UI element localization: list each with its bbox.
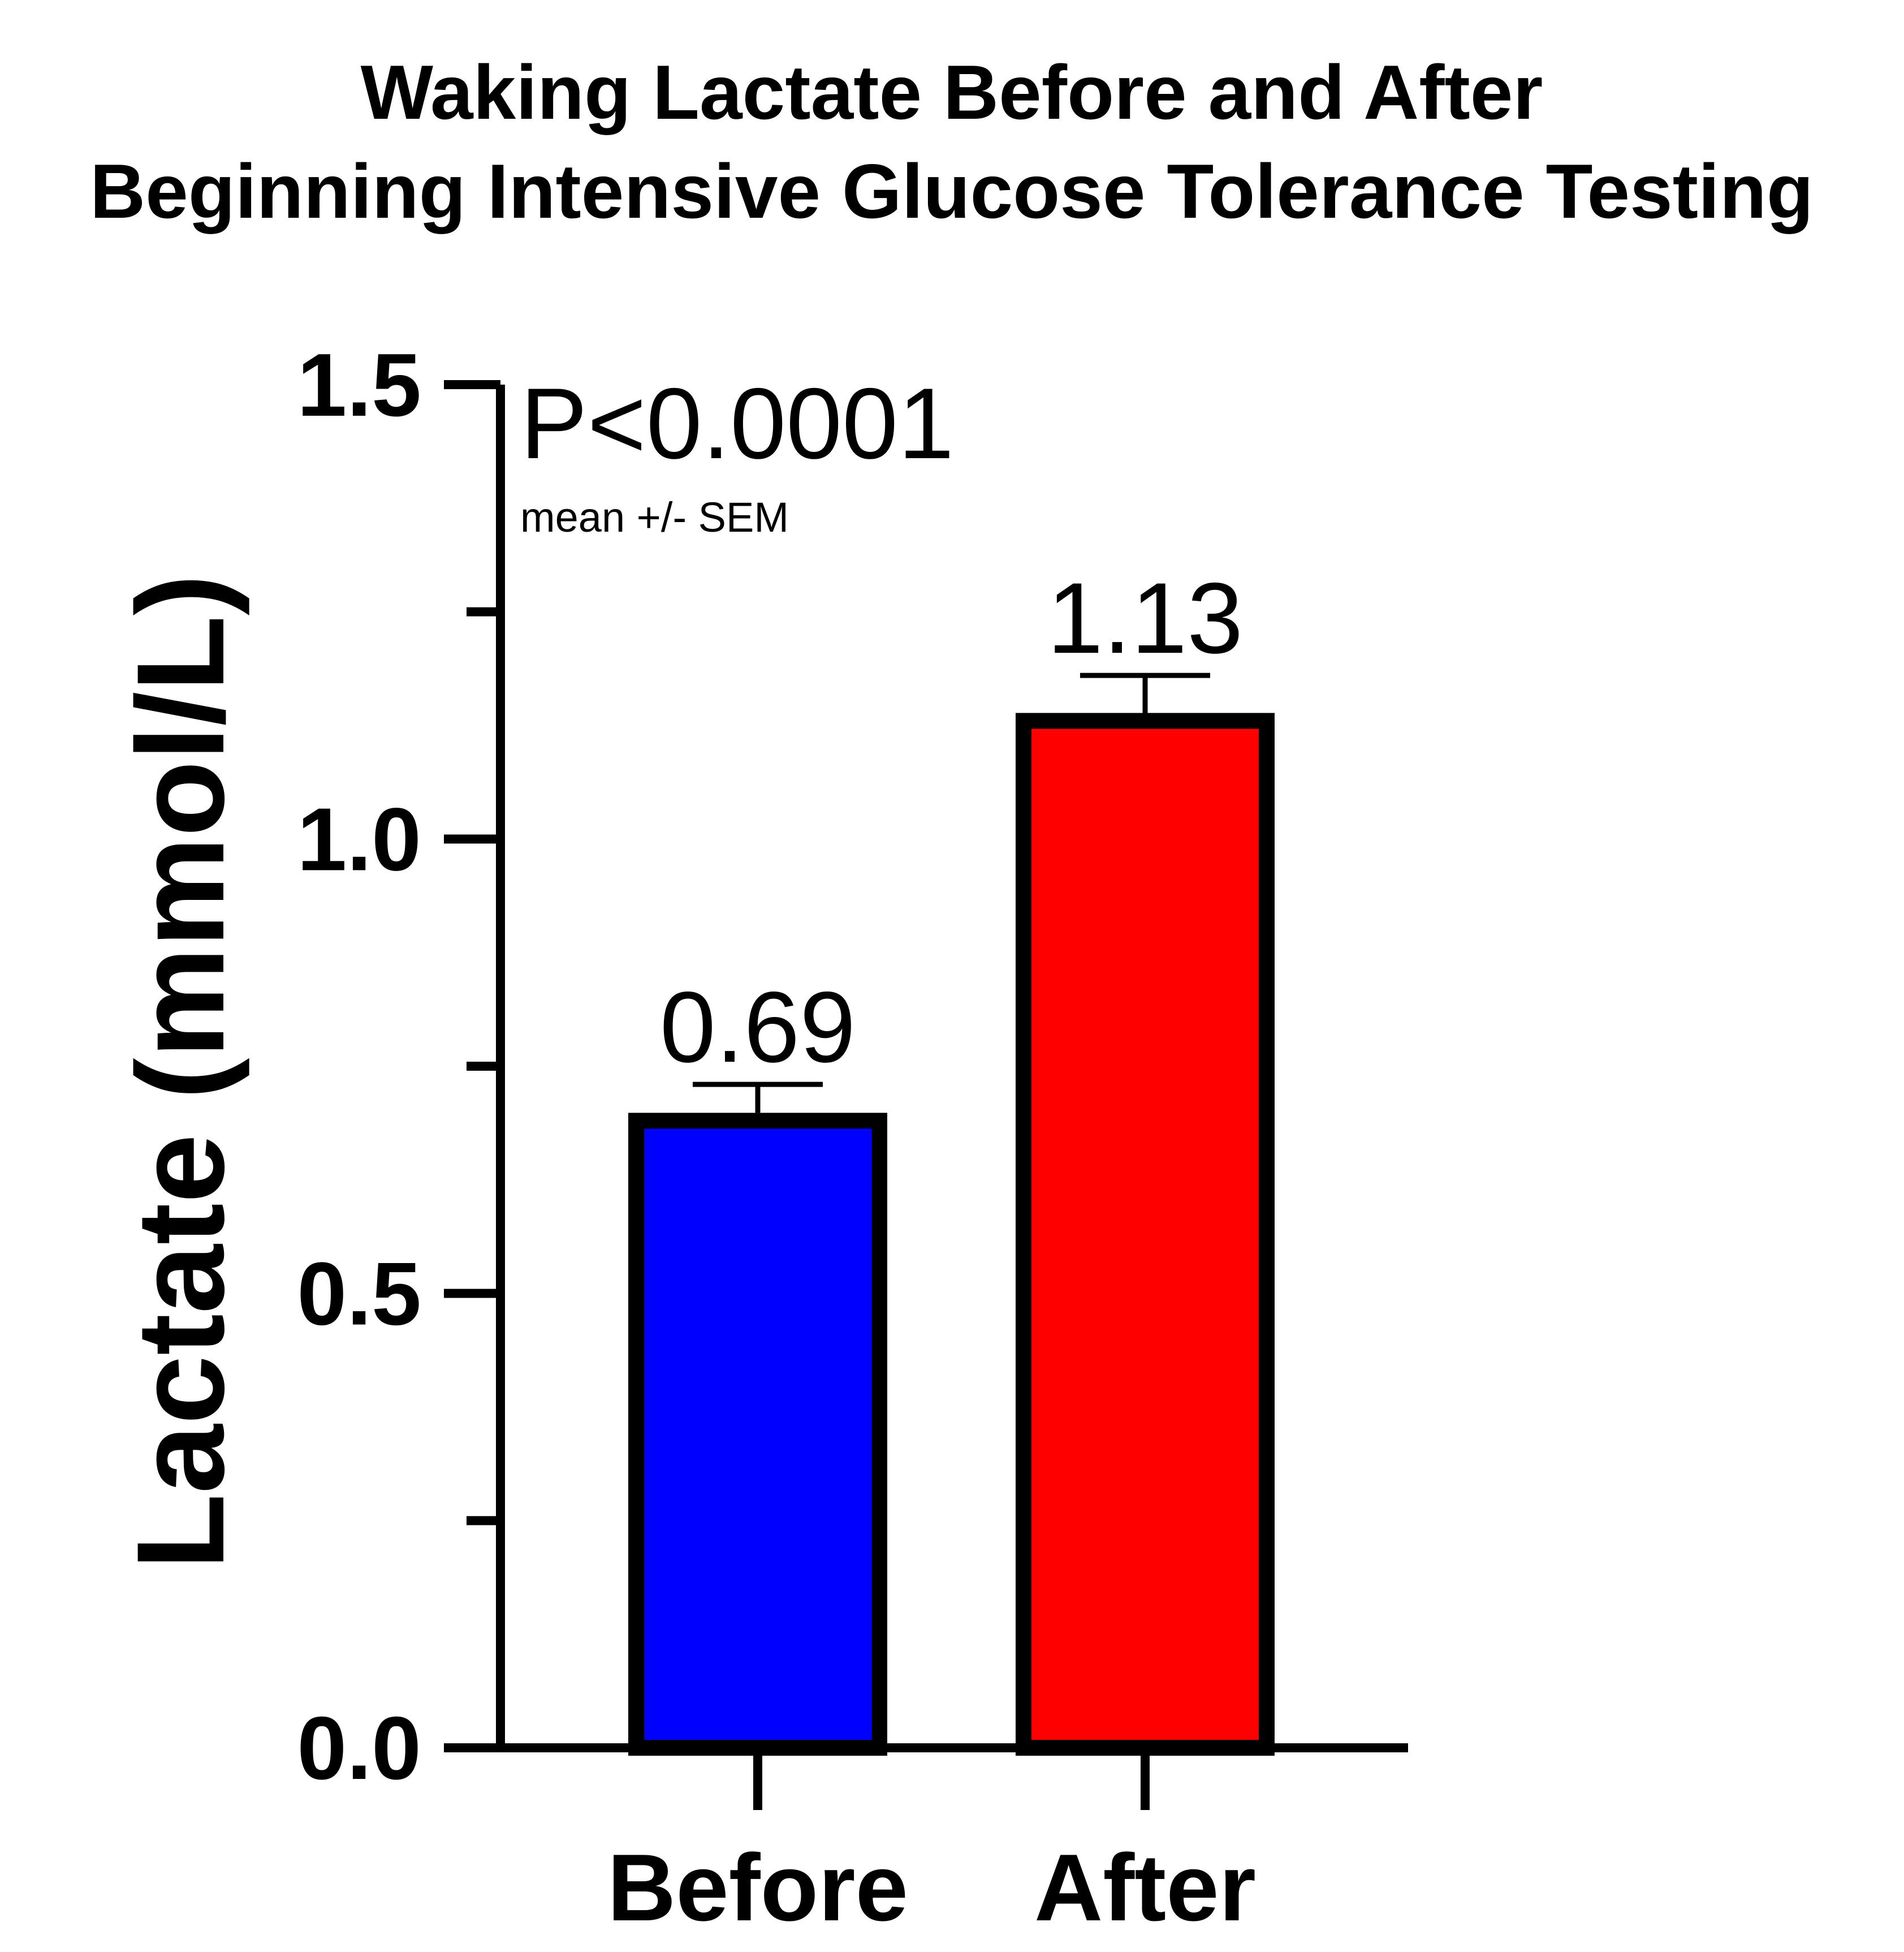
bar-before [628,1113,887,1756]
data-label: 1.13 [1047,562,1243,674]
y-tick-label: 1.0 [297,790,421,889]
data-label: 0.69 [660,971,856,1083]
bars-group: 0.69 1.13 [628,562,1275,1756]
y-tick-label: 0.0 [297,1699,421,1798]
x-ticks: Before After [607,1748,1256,1941]
x-tick-label: After [1034,1834,1256,1941]
y-axis-label: Lactate (mmol/L) [111,574,250,1570]
y-ticks: 0.0 0.5 1.0 1.5 [297,335,500,1798]
error-type-annotation: mean +/- SEM [520,494,789,541]
x-tick-label: Before [607,1834,908,1941]
bar-after [1016,713,1275,1756]
chart-title-line-2: Beginning Intensive Glucose Tolerance Te… [90,148,1814,234]
y-tick-label: 0.5 [297,1244,421,1344]
y-tick-label: 1.5 [297,335,421,435]
p-value-annotation: P<0.0001 [520,367,954,480]
chart-title-line-1: Waking Lactate Before and After [361,49,1543,135]
